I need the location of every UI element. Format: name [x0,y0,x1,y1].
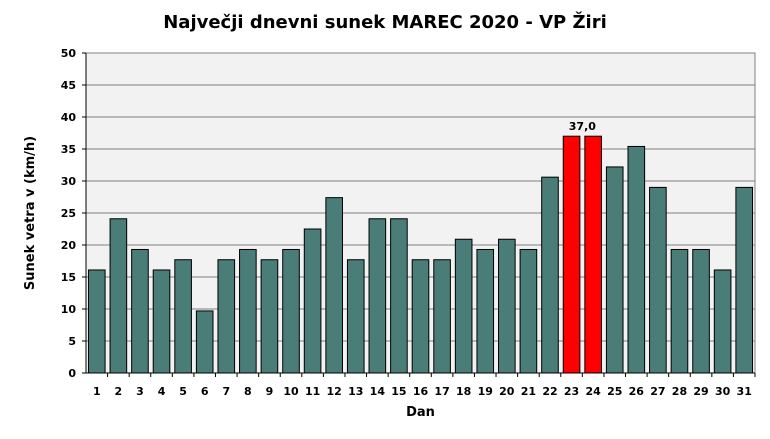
bar-day-10 [282,248,300,374]
x-tick-label: 14 [370,385,386,398]
bars [87,135,754,374]
y-tick-label: 20 [61,239,77,252]
x-tick-label: 1 [93,385,101,398]
bar-day-22 [541,176,559,374]
x-tick-label: 9 [266,385,274,398]
bar-day-3 [131,248,149,374]
bar-day-2 [109,218,128,374]
y-tick-label: 25 [61,207,76,220]
x-tick-label: 12 [327,385,342,398]
x-tick-label: 28 [672,385,687,398]
data-labels: 37,0 [569,120,596,133]
bar-day-1 [87,269,106,374]
bar-day-19 [476,248,495,374]
bar-day-27 [649,186,667,374]
bar-day-14 [368,218,387,374]
x-tick-label: 29 [693,385,708,398]
bar-day-21 [519,248,538,374]
x-tick-label: 20 [499,385,515,398]
y-tick-label: 45 [61,79,76,92]
y-tick-label: 30 [61,175,77,188]
y-axis-title: Sunek vetra v (km/h) [23,136,38,290]
bar-day-31 [735,186,754,374]
x-tick-label: 5 [179,385,187,398]
x-tick-label: 18 [456,385,471,398]
x-tick-label: 3 [136,385,144,398]
y-tick-label: 0 [68,367,76,380]
x-tick-label: 17 [434,385,449,398]
x-tick-label: 8 [244,385,252,398]
bar-day-15 [390,218,408,374]
bar-day-24 [584,135,602,374]
bar-day-4 [152,269,171,374]
x-tick-label: 25 [607,385,622,398]
y-tick-label: 35 [61,143,76,156]
bar-day-16 [411,259,430,374]
x-tick-label: 24 [585,385,601,398]
bar-day-18 [454,238,473,374]
x-tick-label: 26 [629,385,645,398]
x-tick-label: 15 [391,385,406,398]
bar-day-23 [562,135,581,374]
x-tick-label: 16 [413,385,429,398]
x-tick-label: 13 [348,385,363,398]
bar-day-29 [692,248,710,374]
bar-day-13 [346,259,365,374]
x-tick-label: 19 [478,385,493,398]
data-label: 37,0 [569,120,596,133]
x-tick-label: 22 [542,385,557,398]
bar-day-20 [498,238,516,374]
x-tick-label: 21 [521,385,536,398]
x-tick-label: 6 [201,385,209,398]
bar-day-8 [239,248,257,374]
x-tick-label: 4 [158,385,166,398]
x-axis-ticks: 1 2 3 4 5 6 7 8 9 10 11 12 13 14 15 16 17 18 19 20 21 22 23 24 2… [93,373,756,398]
y-axis-ticks: 0 5 10 15 20 25 30 35 40 45 50 [61,47,86,380]
bar-day-25 [605,166,624,374]
bar-day-17 [433,259,451,374]
y-tick-label: 15 [61,271,76,284]
bar-day-5 [174,259,192,374]
x-tick-label: 7 [222,385,230,398]
x-tick-label: 23 [564,385,579,398]
bar-day-6 [195,310,214,374]
bar-day-28 [670,248,689,374]
x-tick-label: 27 [650,385,665,398]
y-tick-label: 10 [61,303,77,316]
x-tick-label: 11 [305,385,320,398]
bar-day-11 [303,228,322,374]
x-tick-label: 31 [737,385,752,398]
x-tick-label: 2 [115,385,123,398]
bar-day-9 [260,259,279,374]
y-tick-label: 50 [61,47,77,60]
bar-day-30 [713,269,732,374]
bar-day-12 [325,197,343,374]
x-tick-label: 30 [715,385,731,398]
x-tick-label: 10 [283,385,299,398]
bar-day-7 [217,259,236,374]
x-axis-title: Dan [406,405,435,420]
y-tick-label: 5 [68,335,76,348]
y-tick-label: 40 [61,111,77,124]
bar-day-26 [627,145,646,374]
chart-title: Največji dnevni sunek MAREC 2020 - VP Ži… [163,12,607,33]
